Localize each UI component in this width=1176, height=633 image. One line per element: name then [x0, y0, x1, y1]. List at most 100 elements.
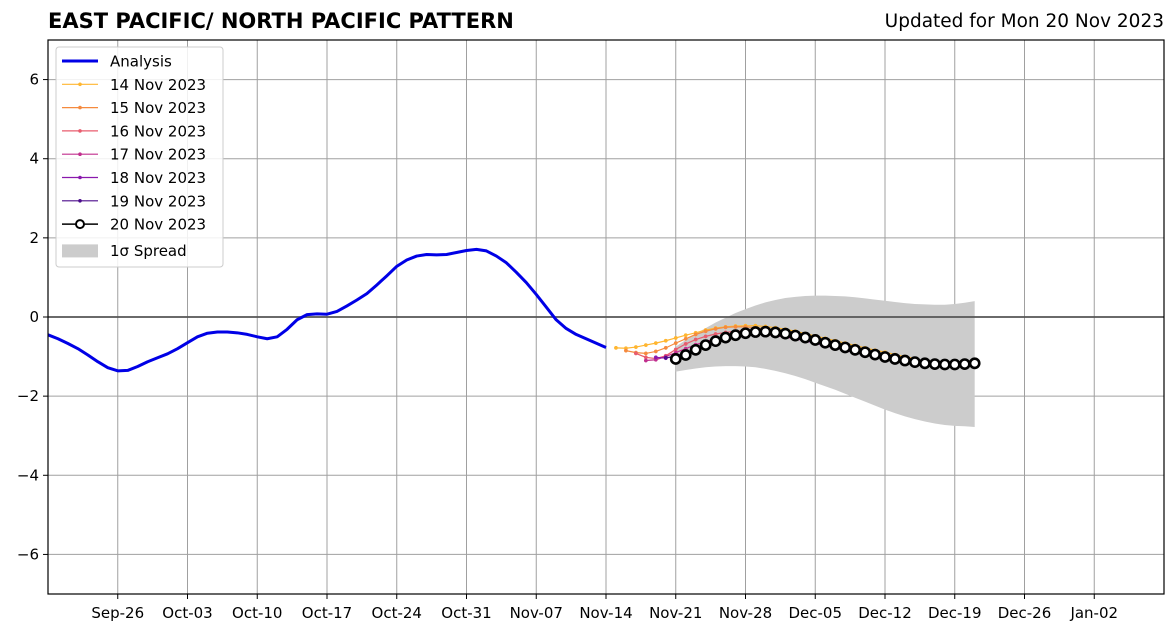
data-point: [663, 355, 668, 360]
data-point: [829, 339, 842, 351]
y-tick-label: −6: [17, 545, 39, 563]
x-tick-label: Nov-21: [649, 604, 702, 622]
data-point: [693, 332, 698, 337]
x-tick-label: Dec-12: [858, 604, 912, 622]
x-tick-label: Oct-03: [162, 604, 212, 622]
data-point: [683, 333, 688, 338]
legend-item: 17 Nov 2023: [62, 146, 206, 164]
data-point: [899, 354, 911, 367]
x-tick-label: Oct-24: [372, 604, 422, 622]
data-point: [689, 343, 702, 356]
data-point: [623, 348, 628, 353]
legend-marker: [78, 199, 82, 203]
legend-label: 15 Nov 2023: [110, 99, 206, 117]
legend-label: Analysis: [110, 53, 172, 71]
data-point: [663, 338, 668, 343]
data-point: [729, 329, 742, 342]
legend-label: 18 Nov 2023: [110, 169, 206, 187]
legend-item: 20 Nov 2023: [62, 216, 206, 234]
data-point: [693, 337, 698, 342]
legend-item: 14 Nov 2023: [62, 76, 206, 94]
legend-label: 14 Nov 2023: [110, 76, 206, 94]
legend-label: 16 Nov 2023: [110, 122, 206, 140]
data-point: [699, 339, 712, 351]
legend-item: 19 Nov 2023: [62, 192, 206, 210]
axes: Sep-26 Oct-03 Oct-10 Oct-17 Oct-24 Oct-31 Nov-…: [17, 39, 1165, 622]
x-tick-label: Sep-26: [91, 604, 144, 622]
legend-label: 1σ Spread: [110, 242, 187, 260]
y-tick-label: 4: [29, 150, 39, 168]
data-point: [839, 341, 852, 354]
spread-band: [675, 295, 975, 428]
legend-marker: [78, 105, 82, 110]
legend-label: 19 Nov 2023: [110, 192, 206, 210]
data-point: [789, 329, 802, 342]
series-line-analysis: [47, 247, 607, 373]
x-tick-label: Dec-19: [928, 604, 982, 622]
data-point: [683, 341, 688, 346]
data-point: [938, 358, 951, 371]
legend-item: 1σ Spread: [62, 242, 187, 260]
data-point: [968, 357, 981, 370]
legend-box: [55, 46, 224, 268]
legend-swatch: [62, 244, 98, 258]
data-point: [679, 349, 692, 361]
x-tick-label: Oct-17: [302, 604, 352, 622]
data-point: [643, 355, 648, 360]
data-point: [673, 336, 678, 340]
data-point: [908, 356, 921, 369]
data-point: [643, 358, 648, 363]
data-point: [703, 334, 708, 339]
data-point: [643, 343, 648, 348]
data-point: [733, 324, 738, 329]
data-point: [673, 347, 678, 352]
x-tick-label: Dec-26: [998, 604, 1052, 622]
data-point: [869, 348, 881, 361]
data-point: [643, 351, 648, 356]
y-tick-label: 0: [29, 308, 39, 326]
x-tick-label: Nov-07: [510, 604, 563, 622]
data-point: [663, 345, 668, 350]
x-tick-label: Nov-14: [579, 604, 632, 622]
data-point: [799, 331, 812, 344]
data-point: [958, 358, 971, 370]
data-point: [713, 326, 718, 331]
legend-marker: [78, 82, 82, 87]
data-point: [633, 345, 638, 350]
data-point: [723, 325, 728, 330]
data-point: [859, 346, 871, 359]
data-point: [719, 331, 732, 344]
data-point: [759, 325, 772, 338]
data-point: [879, 351, 891, 363]
data-point: [928, 358, 941, 370]
legend: Analysis 14 Nov 2023 15 Nov 2023 16 Nov 202…: [55, 46, 224, 268]
data-point: [703, 329, 708, 334]
x-tick-label: Dec-05: [788, 604, 842, 622]
chart-title: EAST PACIFIC/ NORTH PACIFIC PATTERN: [48, 9, 514, 33]
legend-label: 20 Nov 2023: [110, 216, 206, 234]
data-point: [683, 336, 688, 341]
x-tick-label: Jan-02: [1069, 604, 1118, 622]
data-point: [669, 353, 682, 365]
y-tick-label: −4: [17, 466, 39, 484]
series-layer: [47, 247, 981, 373]
legend-label: 17 Nov 2023: [110, 146, 206, 164]
chart-subtitle: Updated for Mon 20 Nov 2023: [884, 11, 1164, 32]
data-point: [653, 341, 658, 346]
legend-item: Analysis: [62, 53, 172, 71]
data-point: [819, 336, 832, 349]
data-point: [809, 334, 822, 346]
data-point: [749, 326, 762, 338]
legend-marker: [78, 175, 82, 180]
legend-marker: [78, 129, 82, 133]
x-tick-label: Oct-10: [232, 604, 282, 622]
data-point: [849, 343, 862, 356]
data-point: [673, 341, 678, 346]
data-point: [633, 351, 638, 356]
legend-item: 18 Nov 2023: [62, 169, 206, 187]
data-point: [653, 349, 658, 354]
data-point: [653, 355, 658, 360]
data-point: [918, 357, 931, 370]
y-tick-label: 2: [29, 229, 39, 247]
